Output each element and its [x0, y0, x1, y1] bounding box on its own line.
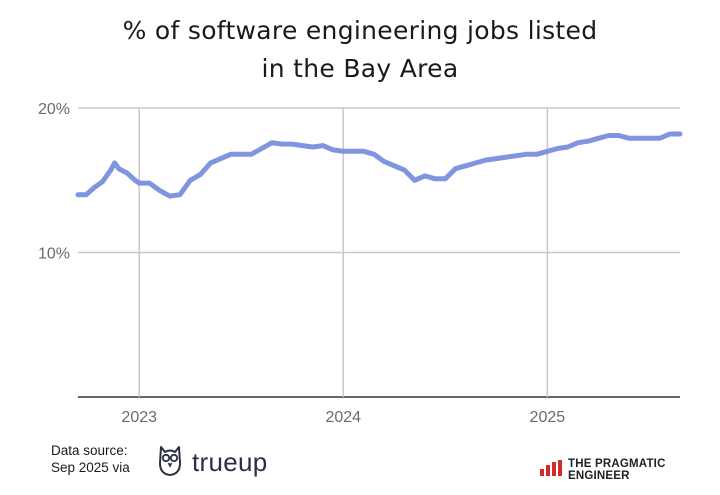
- chart-title-line-1: % of software engineering jobs listed: [122, 16, 598, 45]
- x-tick-label: 2024: [325, 409, 361, 426]
- chart-title: % of software engineering jobs listed in…: [0, 12, 720, 88]
- bar-logo-icon: [540, 459, 562, 481]
- y-tick-label: 20%: [38, 101, 70, 118]
- y-axis: 10% 20%: [38, 101, 70, 263]
- x-tick-label: 2023: [121, 409, 157, 426]
- series-line: [75, 131, 683, 199]
- owl-icon: [156, 443, 184, 482]
- data-source-line-2: Sep 2025 via: [51, 460, 130, 475]
- publisher-label: THE PRAGMATIC ENGINEER: [568, 458, 666, 482]
- data-source: Data source: Sep 2025 via: [51, 442, 130, 476]
- chart-title-line-2: in the Bay Area: [261, 54, 459, 83]
- data-source-line-1: Data source:: [51, 443, 128, 458]
- series-layer: [75, 131, 683, 199]
- trueup-brand: trueup: [156, 443, 268, 482]
- y-tick-label: 10%: [38, 246, 70, 263]
- x-axis: 2023 2024 2025: [121, 409, 565, 426]
- trueup-label: trueup: [192, 447, 268, 477]
- chart-grid: [78, 107, 680, 398]
- x-tick-label: 2025: [530, 409, 566, 426]
- publisher-brand: THE PRAGMATIC ENGINEER: [540, 458, 720, 482]
